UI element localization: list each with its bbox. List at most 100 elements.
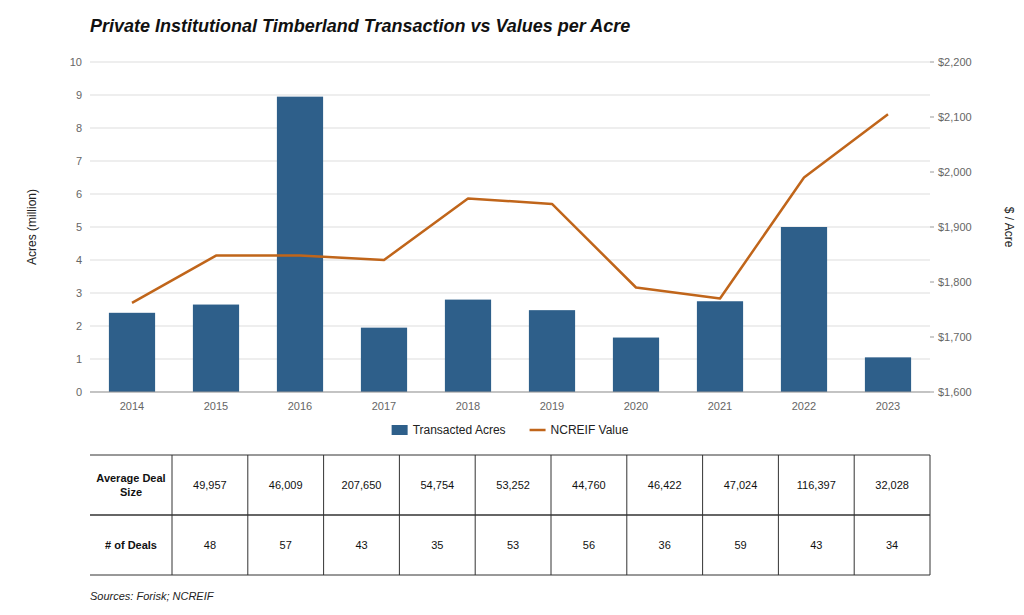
y-tick-label: 5 — [76, 221, 82, 233]
y2-tick-label: $1,600 — [938, 386, 972, 398]
table-cell: 48 — [204, 539, 216, 551]
bar — [697, 301, 743, 392]
bar — [361, 328, 407, 392]
bar — [109, 313, 155, 392]
table-row-label-line: # of Deals — [105, 539, 157, 551]
table-rule — [323, 455, 324, 575]
table-rule — [399, 455, 400, 575]
y2-tick — [930, 62, 934, 63]
table-rule — [90, 575, 930, 576]
grid-line — [90, 194, 930, 195]
y2-tick-label: $2,000 — [938, 166, 972, 178]
title: Private Institutional Timberland Transac… — [90, 16, 630, 36]
table-rule — [702, 455, 703, 575]
table-rule — [90, 514, 930, 516]
bar — [613, 338, 659, 392]
table-row-label: Average Deal Size — [96, 472, 165, 498]
x-tick-label: 2018 — [456, 400, 480, 412]
grid — [90, 62, 930, 392]
x-axis-line — [90, 392, 930, 393]
table-rule — [90, 455, 930, 456]
grid-line — [90, 95, 930, 96]
y-axis-label: Acres (million) — [25, 189, 39, 265]
marks — [109, 97, 911, 392]
y2-axis-label: $ / Acre — [1002, 207, 1016, 248]
table-rule — [172, 455, 173, 575]
table-cell: 35 — [431, 539, 443, 551]
table-cell: 43 — [810, 539, 822, 551]
table-cell: 44,760 — [572, 479, 606, 491]
table-cell: 32,028 — [875, 479, 909, 491]
table-cell: 116,397 — [797, 479, 836, 491]
x-tick-label: 2017 — [372, 400, 396, 412]
bar — [193, 305, 239, 392]
legend-item: NCREIF Value — [530, 423, 629, 437]
legend-swatch — [530, 429, 546, 432]
x-tick-label: 2015 — [204, 400, 228, 412]
y-tick-label: 7 — [76, 155, 82, 167]
y-tick-label: 10 — [70, 56, 82, 68]
chart-root: Private Institutional Timberland Transac… — [0, 0, 1024, 615]
y-tick-label: 3 — [76, 287, 82, 299]
y2-tick-label: $1,700 — [938, 331, 972, 343]
y2-tick-label: $2,100 — [938, 111, 972, 123]
table-rule — [475, 455, 476, 575]
x-tick-label: 2019 — [540, 400, 564, 412]
y2-tick — [930, 172, 934, 173]
y2-tick-label: $2,200 — [938, 56, 972, 68]
table-rule — [626, 455, 627, 575]
legend-label: NCREIF Value — [551, 423, 629, 437]
bar — [529, 310, 575, 392]
bar — [865, 357, 911, 392]
table-cell: 47,024 — [724, 479, 758, 491]
table-rule — [930, 455, 931, 575]
y-tick-label: 8 — [76, 122, 82, 134]
legend: Transacted Acres NCREIF Value — [392, 423, 629, 437]
table-rule — [778, 455, 779, 575]
table-cell: 43 — [355, 539, 367, 551]
line — [132, 114, 888, 303]
table: Average Deal Size 49,957 46,009 207,650 54,75… — [90, 455, 930, 575]
x-tick-label: 2014 — [120, 400, 144, 412]
y-tick-label: 0 — [76, 386, 82, 398]
table-rule — [551, 455, 552, 575]
y2-tick-label: $1,900 — [938, 221, 972, 233]
x-tick-label: 2023 — [876, 400, 900, 412]
x-tick-label: 2016 — [288, 400, 312, 412]
y-tick-label: 4 — [76, 254, 82, 266]
table-cell: 36 — [659, 539, 671, 551]
grid-line — [90, 62, 930, 63]
y-tick-label: 2 — [76, 320, 82, 332]
bar — [445, 300, 491, 392]
y2-tick-label: $1,800 — [938, 276, 972, 288]
y2-tick — [930, 337, 934, 338]
bar — [277, 97, 323, 392]
table-cell: 53 — [507, 539, 519, 551]
y2-tick — [930, 117, 934, 118]
bar — [781, 227, 827, 392]
x-tick-label: 2021 — [708, 400, 732, 412]
x-tick-label: 2022 — [792, 400, 816, 412]
legend-label: Transacted Acres — [413, 423, 506, 437]
table-cell: 54,754 — [420, 479, 454, 491]
table-row-label: # of Deals — [105, 539, 157, 551]
grid-line — [90, 161, 930, 162]
table-cell: 49,957 — [193, 479, 227, 491]
table-cell: 56 — [583, 539, 595, 551]
table-cell: 46,422 — [648, 479, 682, 491]
legend-swatch — [392, 425, 408, 435]
y-tick-label: 1 — [76, 353, 82, 365]
grid-line — [90, 392, 930, 393]
table-row-label-line: Average Deal — [96, 472, 165, 484]
table-rule — [247, 455, 248, 575]
table-row-label-line: Size — [120, 486, 142, 498]
grid-line — [90, 128, 930, 129]
source: Sources: Forisk; NCREIF — [90, 590, 215, 602]
y-tick-label: 9 — [76, 89, 82, 101]
table-cell: 46,009 — [269, 479, 303, 491]
y2-tick — [930, 392, 934, 393]
y2-tick — [930, 282, 934, 283]
table-cell: 59 — [734, 539, 746, 551]
table-cell: 207,650 — [342, 479, 382, 491]
table-cell: 53,252 — [496, 479, 530, 491]
